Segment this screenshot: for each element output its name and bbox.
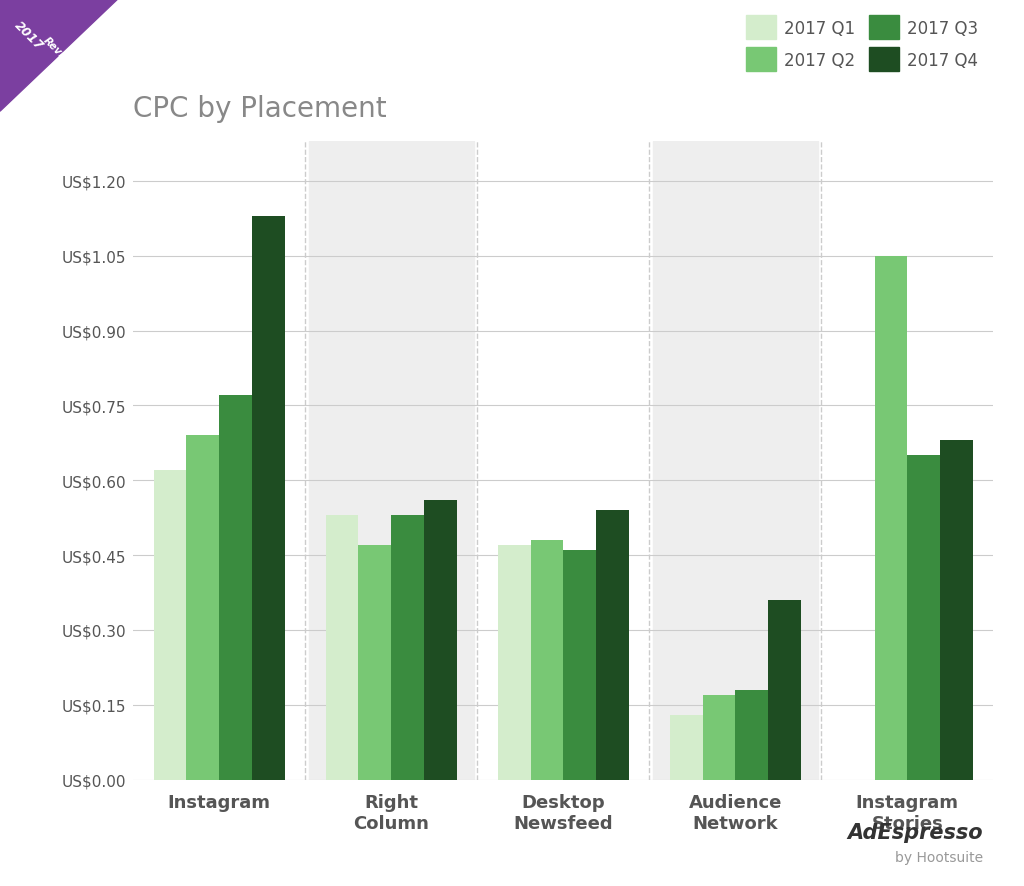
Bar <box>424 501 457 780</box>
Text: Review: Review <box>41 35 78 71</box>
Bar <box>702 695 735 780</box>
Legend: 2017 Q1, 2017 Q2, 2017 Q3, 2017 Q4: 2017 Q1, 2017 Q2, 2017 Q3, 2017 Q4 <box>739 10 985 79</box>
Bar <box>326 516 358 780</box>
Bar <box>498 546 530 780</box>
Bar <box>391 516 424 780</box>
Bar <box>308 142 474 780</box>
Text: AdEspresso: AdEspresso <box>848 821 983 842</box>
Bar <box>186 436 219 780</box>
Bar <box>530 540 563 780</box>
Text: 2017: 2017 <box>11 19 46 52</box>
Bar <box>219 396 252 780</box>
Text: by Hootsuite: by Hootsuite <box>895 850 983 864</box>
Bar <box>735 690 768 780</box>
Bar <box>670 715 702 780</box>
Bar <box>940 440 973 780</box>
Bar <box>907 455 940 780</box>
Bar <box>358 546 391 780</box>
Text: CPC by Placement: CPC by Placement <box>133 95 387 123</box>
Bar <box>563 550 596 780</box>
Bar <box>154 470 186 780</box>
Bar <box>596 510 629 780</box>
Bar <box>252 216 285 780</box>
Bar <box>652 142 818 780</box>
Bar <box>874 256 907 780</box>
Bar <box>768 601 801 780</box>
